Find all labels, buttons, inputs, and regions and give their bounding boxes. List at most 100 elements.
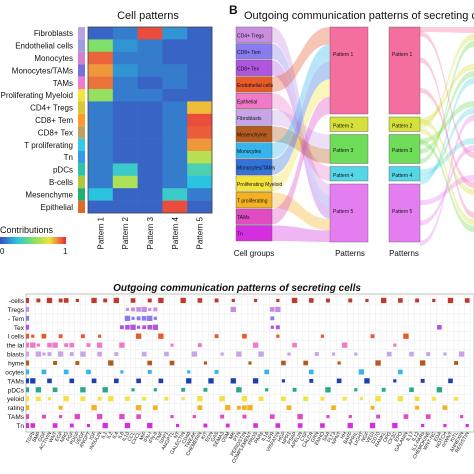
dotplot-dot [420, 360, 426, 366]
dotplot-dot [342, 396, 347, 401]
dotplot-dot [359, 397, 363, 401]
dotplot-row-label: -cells [9, 298, 25, 305]
dotplot-dot [63, 369, 69, 375]
dotplot-row-color [26, 315, 29, 321]
dotplot-dot [297, 423, 303, 428]
dotplot-dot [98, 334, 102, 338]
dotplot-dot [64, 343, 69, 348]
dotplot-column-label: CSF [299, 431, 309, 443]
heatmap-cell [88, 126, 114, 139]
dotplot-dot [170, 415, 174, 419]
cell-group-node [235, 109, 273, 126]
dotplot-dot [197, 298, 203, 303]
heatmap-cell [88, 76, 114, 90]
dotplot-column-label: PARs [253, 431, 265, 445]
heatmap-cell [88, 101, 114, 115]
dotplot-dot [337, 361, 341, 365]
cell-group-node [235, 142, 273, 159]
dotplot-dot [96, 413, 103, 420]
alluvial-xlabel-patterns: Patterns [335, 249, 365, 258]
dotplot-dot [308, 369, 314, 375]
pattern-nodes: Pattern 1 Pattern 2 Pattern 3 Pattern 4 Patt… [329, 26, 369, 243]
dotplot-row-label: Tregs [8, 307, 25, 314]
dotplot-dot [303, 396, 308, 402]
cell-group-nodes: CD4+ Tregs CD8+ Tem CD8+ Tex Endothelial ce… [235, 26, 283, 242]
alluvial-flow-right [420, 27, 474, 33]
dotplot-dot [187, 370, 191, 374]
dotplot-dot [30, 378, 36, 384]
dotplot-dot [420, 378, 425, 383]
dotplot-row-color [26, 324, 29, 330]
dotplot-dot [464, 298, 470, 303]
dotplot-dot [370, 405, 375, 410]
dotplot-column-label: PTN [232, 431, 242, 443]
dotplot-dot [137, 325, 141, 329]
heatmap-cell [187, 126, 213, 139]
dotplot-column-label: IFN-II [148, 431, 159, 445]
dotplot-column-label: IL1 [100, 431, 109, 440]
dotplot-dot [376, 414, 381, 419]
heatmap-cell [137, 163, 163, 177]
dotplot-dot [247, 405, 253, 411]
dotplot-row-label: pDCs [8, 387, 25, 394]
dotplot-dot [86, 343, 91, 348]
heatmap-cell [137, 64, 163, 77]
dotplot-dot [214, 334, 219, 339]
dotplot-dot [370, 334, 375, 339]
alluvial-flow-right [420, 64, 474, 124]
dotplot-dot [42, 352, 46, 356]
cell-group-label: TAMs [237, 215, 250, 221]
dotplot-dot [136, 378, 141, 384]
alluvial-flow-right [420, 175, 474, 206]
alluvial-flow [272, 27, 330, 93]
pattern-label-right: Pattern 5 [392, 209, 413, 215]
dotplot-dot [454, 361, 459, 365]
dotplot-dot [369, 422, 376, 429]
dotplot-row-color [26, 414, 29, 420]
heatmap-cell [112, 76, 138, 90]
dotplot-dot [286, 405, 292, 410]
heatmap-cell [187, 27, 213, 40]
dotplot-dot [242, 414, 247, 419]
heatmap-row-color [78, 163, 85, 176]
pattern-label: Pattern 5 [333, 209, 354, 215]
heatmap-cell [187, 89, 213, 102]
heatmap-cell [112, 101, 138, 115]
dotplot-dot [354, 388, 358, 392]
alluvial-flow-right [420, 138, 474, 175]
heatmap-row-color [78, 200, 85, 213]
dotplot-dot [314, 352, 319, 357]
heatmap-cell [88, 163, 114, 177]
heatmap-cell [187, 151, 213, 164]
dotplot-dot [442, 405, 448, 410]
heatmap-cell [88, 138, 114, 152]
dotplot-dot [252, 342, 259, 348]
heatmap-row-label: Proliferating Myeloid [1, 91, 73, 100]
dotplot-dot [203, 423, 208, 428]
dotplot-dot [164, 351, 169, 357]
dotplot-dot [58, 405, 63, 410]
cell-group-label: Fibroblasts [237, 116, 262, 122]
dotplot-dot [425, 414, 431, 419]
dotplot-dot [74, 413, 80, 420]
dotplot-dot [381, 297, 387, 304]
dotplot-dot [80, 334, 85, 339]
dotplot-column-label: OSM [221, 431, 232, 444]
dotplot-dot [276, 334, 280, 338]
dotplot-column-label: CCL [127, 431, 137, 443]
dotplot-dot [58, 298, 63, 303]
heatmap-cell [112, 126, 138, 139]
dotplot-column-label: IL6 [117, 431, 126, 440]
dotplot-dot [108, 396, 114, 402]
dotplot-dot [275, 325, 280, 330]
alluvial-flow [272, 126, 330, 164]
heatmap-row-label: TAMs [53, 79, 73, 88]
dotplot-dot [397, 396, 404, 402]
dotplot-column-label: MIF [138, 431, 148, 441]
dotplot-dot [135, 333, 142, 339]
dotplot-column-label: VEGI [365, 431, 376, 444]
heatmap-cell [137, 51, 163, 65]
dotplot-dot [136, 307, 141, 312]
alluvial-flow [272, 43, 330, 208]
panel-label-b: B [229, 3, 238, 17]
